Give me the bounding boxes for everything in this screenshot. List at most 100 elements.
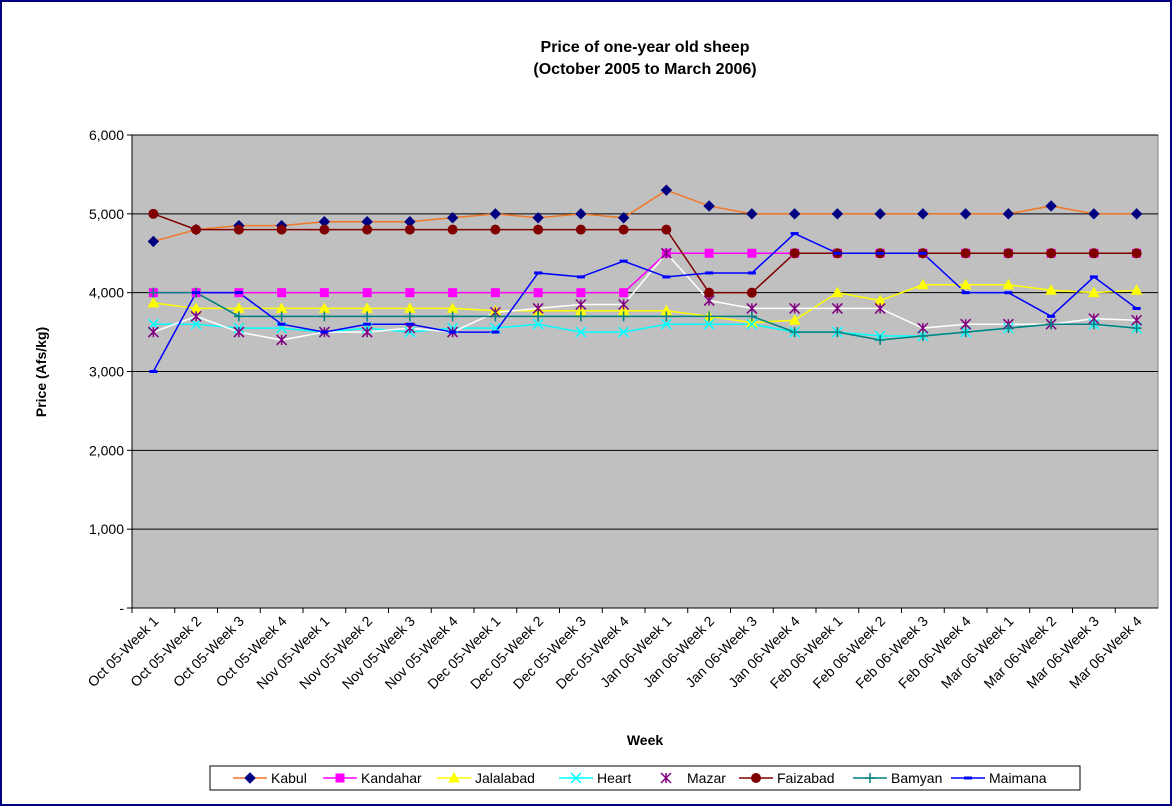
marker	[874, 302, 886, 314]
marker	[404, 311, 415, 322]
marker	[831, 302, 843, 314]
marker	[747, 271, 756, 275]
marker	[1047, 314, 1056, 318]
marker	[1046, 248, 1057, 259]
marker	[1088, 286, 1100, 298]
marker	[1088, 319, 1099, 330]
marker	[746, 311, 757, 322]
marker	[446, 212, 459, 224]
marker	[319, 311, 330, 322]
marker	[960, 248, 971, 259]
x-axis-title: Week	[627, 732, 664, 748]
marker	[448, 288, 458, 298]
marker	[1131, 248, 1142, 259]
marker	[1132, 306, 1141, 310]
marker	[746, 208, 758, 220]
marker	[191, 224, 202, 235]
legend-label: Faizabad	[777, 770, 835, 786]
series-line	[153, 284, 1137, 324]
marker	[1004, 291, 1013, 295]
marker	[532, 318, 544, 330]
marker	[490, 288, 500, 298]
marker	[362, 288, 372, 298]
marker	[448, 771, 460, 783]
y-tick-label: 6,000	[89, 127, 124, 143]
marker	[533, 224, 544, 235]
marker	[335, 773, 345, 783]
y-axis-title: Price (Afs/kg)	[33, 327, 49, 417]
marker	[619, 288, 629, 298]
marker	[276, 334, 288, 346]
marker	[618, 298, 630, 311]
marker	[233, 311, 244, 322]
marker	[1002, 208, 1015, 220]
marker	[233, 326, 245, 338]
marker	[148, 208, 159, 219]
marker	[570, 772, 582, 784]
marker	[149, 370, 158, 373]
marker	[404, 224, 415, 235]
marker	[1003, 323, 1014, 334]
marker	[534, 271, 543, 275]
marker	[1002, 278, 1015, 290]
marker	[790, 232, 799, 236]
marker	[1046, 319, 1057, 330]
marker	[447, 311, 458, 322]
marker	[617, 212, 630, 224]
marker	[917, 331, 928, 342]
marker	[1088, 248, 1099, 259]
legend-label: Bamyan	[891, 770, 942, 786]
legend-label: Heart	[597, 770, 631, 786]
y-tick-label: 2,000	[89, 442, 124, 458]
marker	[704, 311, 715, 322]
y-tick-label: -	[119, 600, 124, 616]
marker	[918, 251, 927, 255]
series-line	[153, 252, 1137, 341]
marker	[575, 326, 587, 338]
marker	[789, 302, 801, 314]
marker	[1045, 200, 1057, 212]
marker	[1130, 284, 1143, 295]
marker	[833, 251, 842, 255]
marker	[1003, 248, 1014, 259]
marker	[277, 322, 286, 326]
chart-title: Price of one-year old sheep	[541, 39, 750, 56]
marker	[789, 327, 800, 338]
marker	[832, 327, 843, 338]
marker	[147, 296, 160, 308]
marker	[575, 224, 586, 235]
series-line	[153, 291, 1137, 341]
marker	[491, 330, 500, 334]
marker	[831, 208, 844, 220]
marker	[244, 772, 256, 784]
marker	[876, 251, 885, 255]
marker	[147, 318, 159, 330]
marker	[703, 200, 715, 212]
y-tick-label: 5,000	[89, 206, 124, 222]
legend-label: Kabul	[271, 770, 307, 786]
marker	[959, 208, 972, 220]
marker	[490, 311, 501, 322]
marker	[1131, 323, 1142, 334]
marker	[746, 318, 758, 330]
marker	[661, 311, 672, 322]
marker	[661, 224, 672, 235]
marker	[147, 326, 159, 338]
marker	[575, 311, 586, 322]
marker	[874, 208, 886, 220]
marker	[875, 334, 886, 345]
marker	[704, 287, 715, 298]
marker	[489, 208, 502, 220]
series-line	[153, 189, 1137, 243]
marker	[361, 326, 373, 338]
marker	[319, 288, 329, 298]
marker	[618, 224, 629, 235]
marker	[448, 330, 457, 334]
marker	[704, 248, 714, 258]
legend-label: Maimana	[989, 770, 1047, 786]
marker	[362, 311, 373, 322]
marker	[405, 322, 414, 326]
marker	[277, 288, 287, 298]
